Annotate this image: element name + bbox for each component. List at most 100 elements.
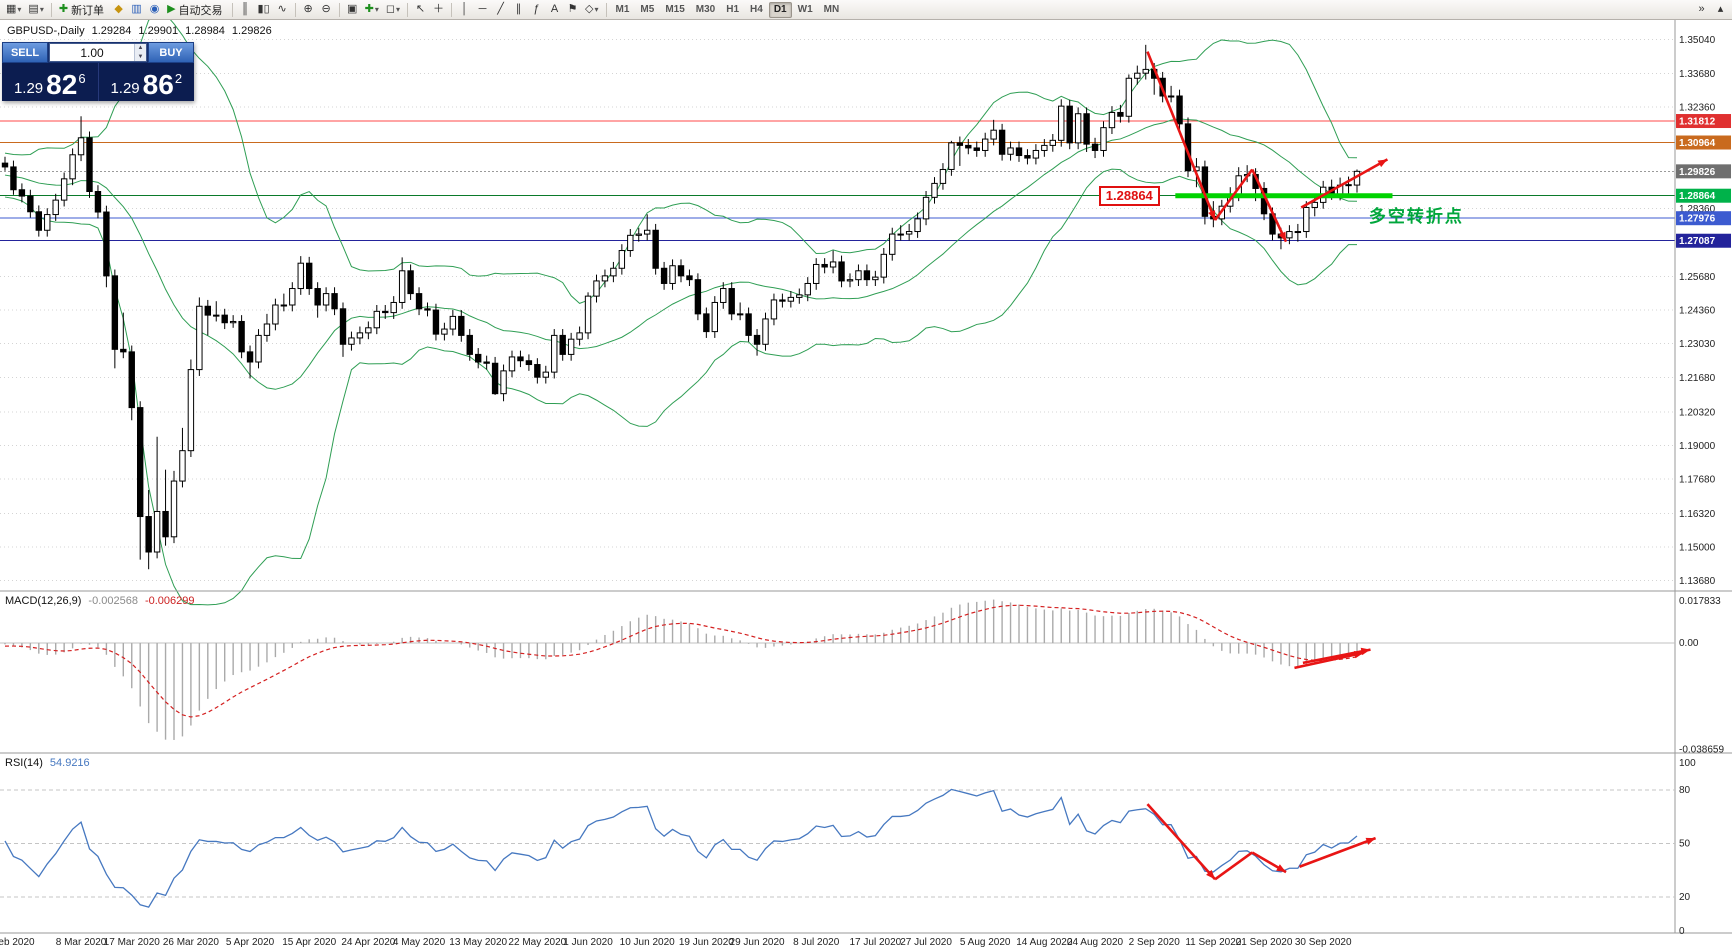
timeframe-w1-button[interactable]: W1 [797,4,813,15]
toolbar-separator [605,2,607,17]
svg-text:17 Mar 2020: 17 Mar 2020 [104,937,161,948]
timeframe-bar: M1 M5 M15 M30 H1 H4 D1 W1 MN [611,1,845,18]
macd-axis[interactable]: 0.017833 0.00 -0.038659 [1679,596,1724,756]
buy-price-big: 86 [142,69,174,101]
text-tool-button[interactable]: A [546,1,563,18]
label-tool-button[interactable]: ⚑ [564,1,581,18]
trendline-tool-button[interactable]: ╱ [492,1,509,18]
autotrading-button[interactable]: ▶ 自动交易 [164,1,227,18]
sell-button[interactable]: SELL [2,42,48,63]
sell-price[interactable]: 1.29 82 6 [2,63,98,101]
svg-text:26 Mar 2020: 26 Mar 2020 [163,937,220,948]
macd-arrows[interactable] [1294,647,1371,670]
shapes-icon: ◇ [585,3,594,15]
buy-price[interactable]: 1.29 86 2 [99,63,195,101]
candlestick-icon: ▮▯ [257,3,270,15]
shapes-tool-button[interactable]: ◇ ▾ [582,1,601,18]
new-order-button[interactable]: ✚ 新订单 [56,1,109,18]
macd-main-value: -0.002568 [88,595,138,607]
candlestick-mode-button[interactable]: ▮▯ [255,1,273,18]
price-axis[interactable]: 1.35040 1.33680 1.32360 1.28360 1.25680 1.243… [1676,35,1731,587]
toolbar-separator [451,2,453,17]
svg-text:0.017833: 0.017833 [1679,596,1721,607]
profiles-button[interactable]: ▤ ▾ [25,1,46,18]
channel-icon: ∥ [515,3,522,15]
svg-text:-0.038659: -0.038659 [1679,745,1724,756]
toolbar-right-group: » ▴ [1693,1,1729,18]
timeframe-m5-button[interactable]: M5 [640,4,655,15]
collapse-icon: ▴ [1717,3,1724,15]
line-chart-mode-button[interactable]: ∿ [274,1,291,18]
templates-button[interactable]: ◻ ▾ [383,1,403,18]
svg-text:1.28360: 1.28360 [1679,204,1716,215]
vertical-line-icon: │ [461,3,468,15]
indicators-button[interactable]: ✚ ▾ [362,1,382,18]
lot-increase-button[interactable]: ▲ [135,44,146,53]
svg-text:24 Aug 2020: 24 Aug 2020 [1067,937,1124,948]
tile-windows-button[interactable]: ▣ [344,1,361,18]
rsi-label: RSI(14) [5,757,43,769]
horizontal-line-tool-button[interactable]: ─ [474,1,491,18]
fibonacci-tool-button[interactable]: ƒ [528,1,545,18]
timeframe-m15-button[interactable]: M15 [665,4,685,15]
svg-text:1.15000: 1.15000 [1679,542,1716,553]
lot-size-field[interactable]: ▲ ▼ [49,43,147,62]
support-level-label[interactable]: 1.28864 [1098,185,1160,206]
crosshair-tool-button[interactable]: ＋ [430,1,447,18]
svg-text:0: 0 [1679,926,1685,937]
svg-text:1 Jun 2020: 1 Jun 2020 [563,937,613,948]
svg-text:5 Aug 2020: 5 Aug 2020 [960,937,1011,948]
turning-point-annotation[interactable]: 多空转折点 [1368,206,1464,226]
timeframe-d1-button[interactable]: D1 [768,1,792,18]
svg-text:8 Mar 2020: 8 Mar 2020 [56,937,107,948]
metaeditor-button[interactable]: ◆ [110,1,127,18]
zoom-out-button[interactable]: ⊖ [318,1,335,18]
sell-price-big: 82 [46,69,78,101]
channel-tool-button[interactable]: ∥ [510,1,527,18]
svg-text:1.27087: 1.27087 [1679,236,1716,247]
ohlc-high: 1.29901 [138,25,179,37]
lot-decrease-button[interactable]: ▼ [135,52,146,61]
ohlc-open: 1.29284 [91,25,132,37]
timeframe-m30-button[interactable]: M30 [695,4,716,15]
terminal-button[interactable]: ▥ [128,1,145,18]
horizontal-level-lines[interactable] [0,120,1675,242]
new-order-icon: ✚ [58,3,69,15]
line-chart-icon: ∿ [277,3,287,15]
toolbar-separator [294,2,296,17]
timeframe-h1-button[interactable]: H1 [726,4,740,15]
rsi-arrows[interactable] [1146,803,1377,881]
trend-arrows[interactable] [1146,51,1389,243]
toolbar-separator [50,2,52,17]
tile-windows-icon: ▣ [346,3,358,15]
fibonacci-icon: ƒ [533,3,540,15]
svg-text:22 May 2020: 22 May 2020 [508,937,566,948]
timeframe-h4-button[interactable]: H4 [750,4,763,15]
timeframe-mn-button[interactable]: MN [823,4,840,15]
sell-price-small: 1.29 [13,79,44,97]
one-click-trading-panel: SELL ▲ ▼ BUY 1.29 82 6 1.29 86 2 [2,42,194,101]
zoom-in-button[interactable]: ⊕ [300,1,317,18]
bar-chart-mode-button[interactable]: ║ [237,1,254,18]
overflow-icon: » [1698,3,1705,15]
rsi-axis[interactable]: 100 80 50 20 0 [1679,758,1696,937]
svg-text:1.25680: 1.25680 [1679,272,1716,283]
zoom-out-icon: ⊖ [321,3,331,15]
indicators-icon: ✚ [364,3,374,15]
buy-button[interactable]: BUY [148,42,194,63]
toolbar-overflow-button[interactable]: » [1693,1,1710,18]
chevron-down-icon: ▾ [396,5,401,14]
horizontal-line-icon: ─ [478,3,487,15]
toolbar-collapse-button[interactable]: ▴ [1712,1,1729,18]
timeframe-m1-button[interactable]: M1 [615,4,630,15]
vertical-line-tool-button[interactable]: │ [456,1,473,18]
strategy-tester-button[interactable]: ◉ [146,1,163,18]
new-chart-button[interactable]: ▦ ▾ [3,1,24,18]
metaeditor-icon: ◆ [114,3,123,15]
lot-input[interactable] [50,44,134,61]
svg-text:50: 50 [1679,839,1691,850]
cursor-tool-button[interactable]: ↖ [412,1,429,18]
